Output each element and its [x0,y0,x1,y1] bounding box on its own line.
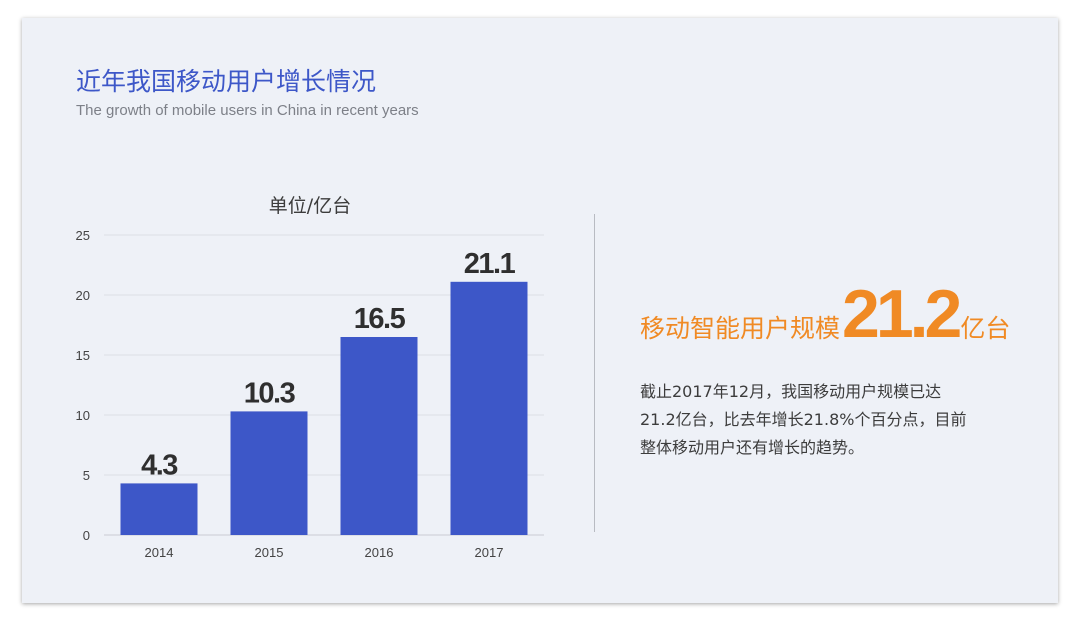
x-tick-label: 2017 [475,545,504,560]
bar [340,337,418,535]
headline-suffix: 亿台 [960,314,1011,343]
page-title: 近年我国移动用户增长情况 [76,67,377,96]
data-label: 10.3 [244,377,296,409]
headline-value: 21.2 [842,276,962,352]
y-tick-label: 5 [83,468,90,483]
headline-prefix: 移动智能用户规模 [640,314,841,343]
bar [120,483,198,535]
x-tick-label: 2014 [145,545,174,560]
data-label: 21.1 [464,248,516,280]
description-line: 21.2亿台，比去年增长21.8%个百分点，目前 [640,410,967,429]
data-label: 4.3 [141,449,178,481]
data-label: 16.5 [354,303,406,335]
description: 截止2017年12月，我国移动用户规模已达 21.2亿台，比去年增长21.8%个… [640,378,1010,462]
bar [230,411,308,535]
y-tick-label: 15 [76,348,90,363]
y-tick-label: 20 [76,288,90,303]
bar [450,281,528,535]
x-tick-label: 2015 [255,545,284,560]
divider [594,214,595,532]
chart-title: 单位/亿台 [269,195,351,217]
x-tick-label: 2016 [365,545,394,560]
slide: 近年我国移动用户增长情况 The growth of mobile users … [22,18,1058,603]
y-axis: 0 5 10 15 20 25 [76,228,90,543]
bars: 4.3 10.3 16.5 21.1 [120,248,528,535]
headline: 移动智能用户规模 21.2 亿台 [640,280,1010,348]
page-subtitle: The growth of mobile users in China in r… [76,102,419,119]
description-line: 截止2017年12月，我国移动用户规模已达 [640,382,942,401]
y-tick-label: 0 [83,528,90,543]
x-axis: 2014 2015 2016 2017 [145,545,504,560]
y-tick-label: 25 [76,228,90,243]
description-line: 整体移动用户还有增长的趋势。 [640,438,865,457]
y-tick-label: 10 [76,408,90,423]
